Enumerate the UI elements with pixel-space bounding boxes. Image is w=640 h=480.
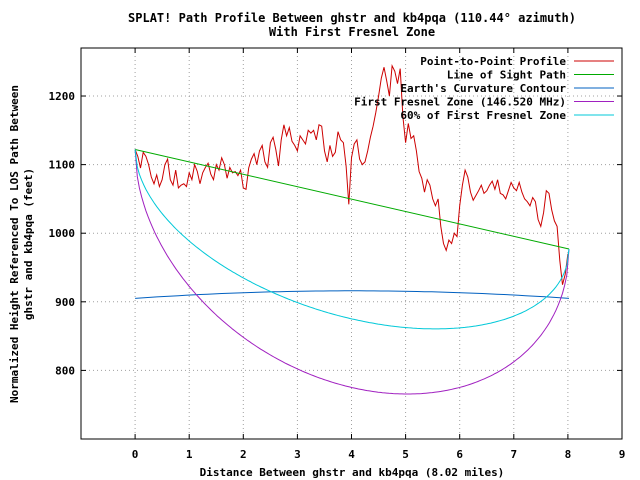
series-first-fresnel-zone-146-520-mhz [134,149,570,395]
series-line-of-sight-path [134,149,570,250]
x-axis-label: Distance Between ghstr and kb4pqa (8.02 … [200,466,505,479]
y-tick-label: 800 [55,364,75,377]
x-tick-label: 8 [565,448,572,461]
y-axis-label-line1: Normalized Height Referenced To LOS Path… [8,85,21,403]
legend-label: First Fresnel Zone (146.520 MHz) [354,96,566,109]
x-tick-label: 1 [186,448,193,461]
y-tick-label: 900 [55,296,75,309]
x-tick-label: 3 [294,448,301,461]
x-tick-label: 9 [619,448,626,461]
legend-label: Earth's Curvature Contour [400,82,566,95]
legend-label: 60% of First Fresnel Zone [400,109,566,122]
x-tick-label: 5 [402,448,409,461]
y-axis-label-line2: ghstr and kb4pqa (feet) [22,168,35,320]
x-tick-label: 7 [510,448,517,461]
series-layer [134,63,570,395]
series-60-of-first-fresnel-zone [134,149,570,330]
x-tick-label: 0 [132,448,139,461]
y-tick-label: 1200 [49,90,76,103]
y-tick-label: 1100 [49,159,76,172]
legend-label: Line of Sight Path [447,69,566,82]
legend-label: Point-to-Point Profile [420,55,566,68]
chart-title: SPLAT! Path Profile Between ghstr and kb… [128,11,576,25]
x-tick-label: 4 [348,448,355,461]
x-tick-label: 6 [456,448,463,461]
chart-subtitle: With First Fresnel Zone [269,25,435,39]
series-point-to-point-profile [134,63,569,285]
axis-ticks: 0 1 2 3 4 5 6 7 8 9 800 900 1000 1100 1200 [49,48,626,461]
series-earth-s-curvature-contour [135,290,570,299]
x-tick-label: 2 [240,448,247,461]
y-tick-label: 1000 [49,227,76,240]
